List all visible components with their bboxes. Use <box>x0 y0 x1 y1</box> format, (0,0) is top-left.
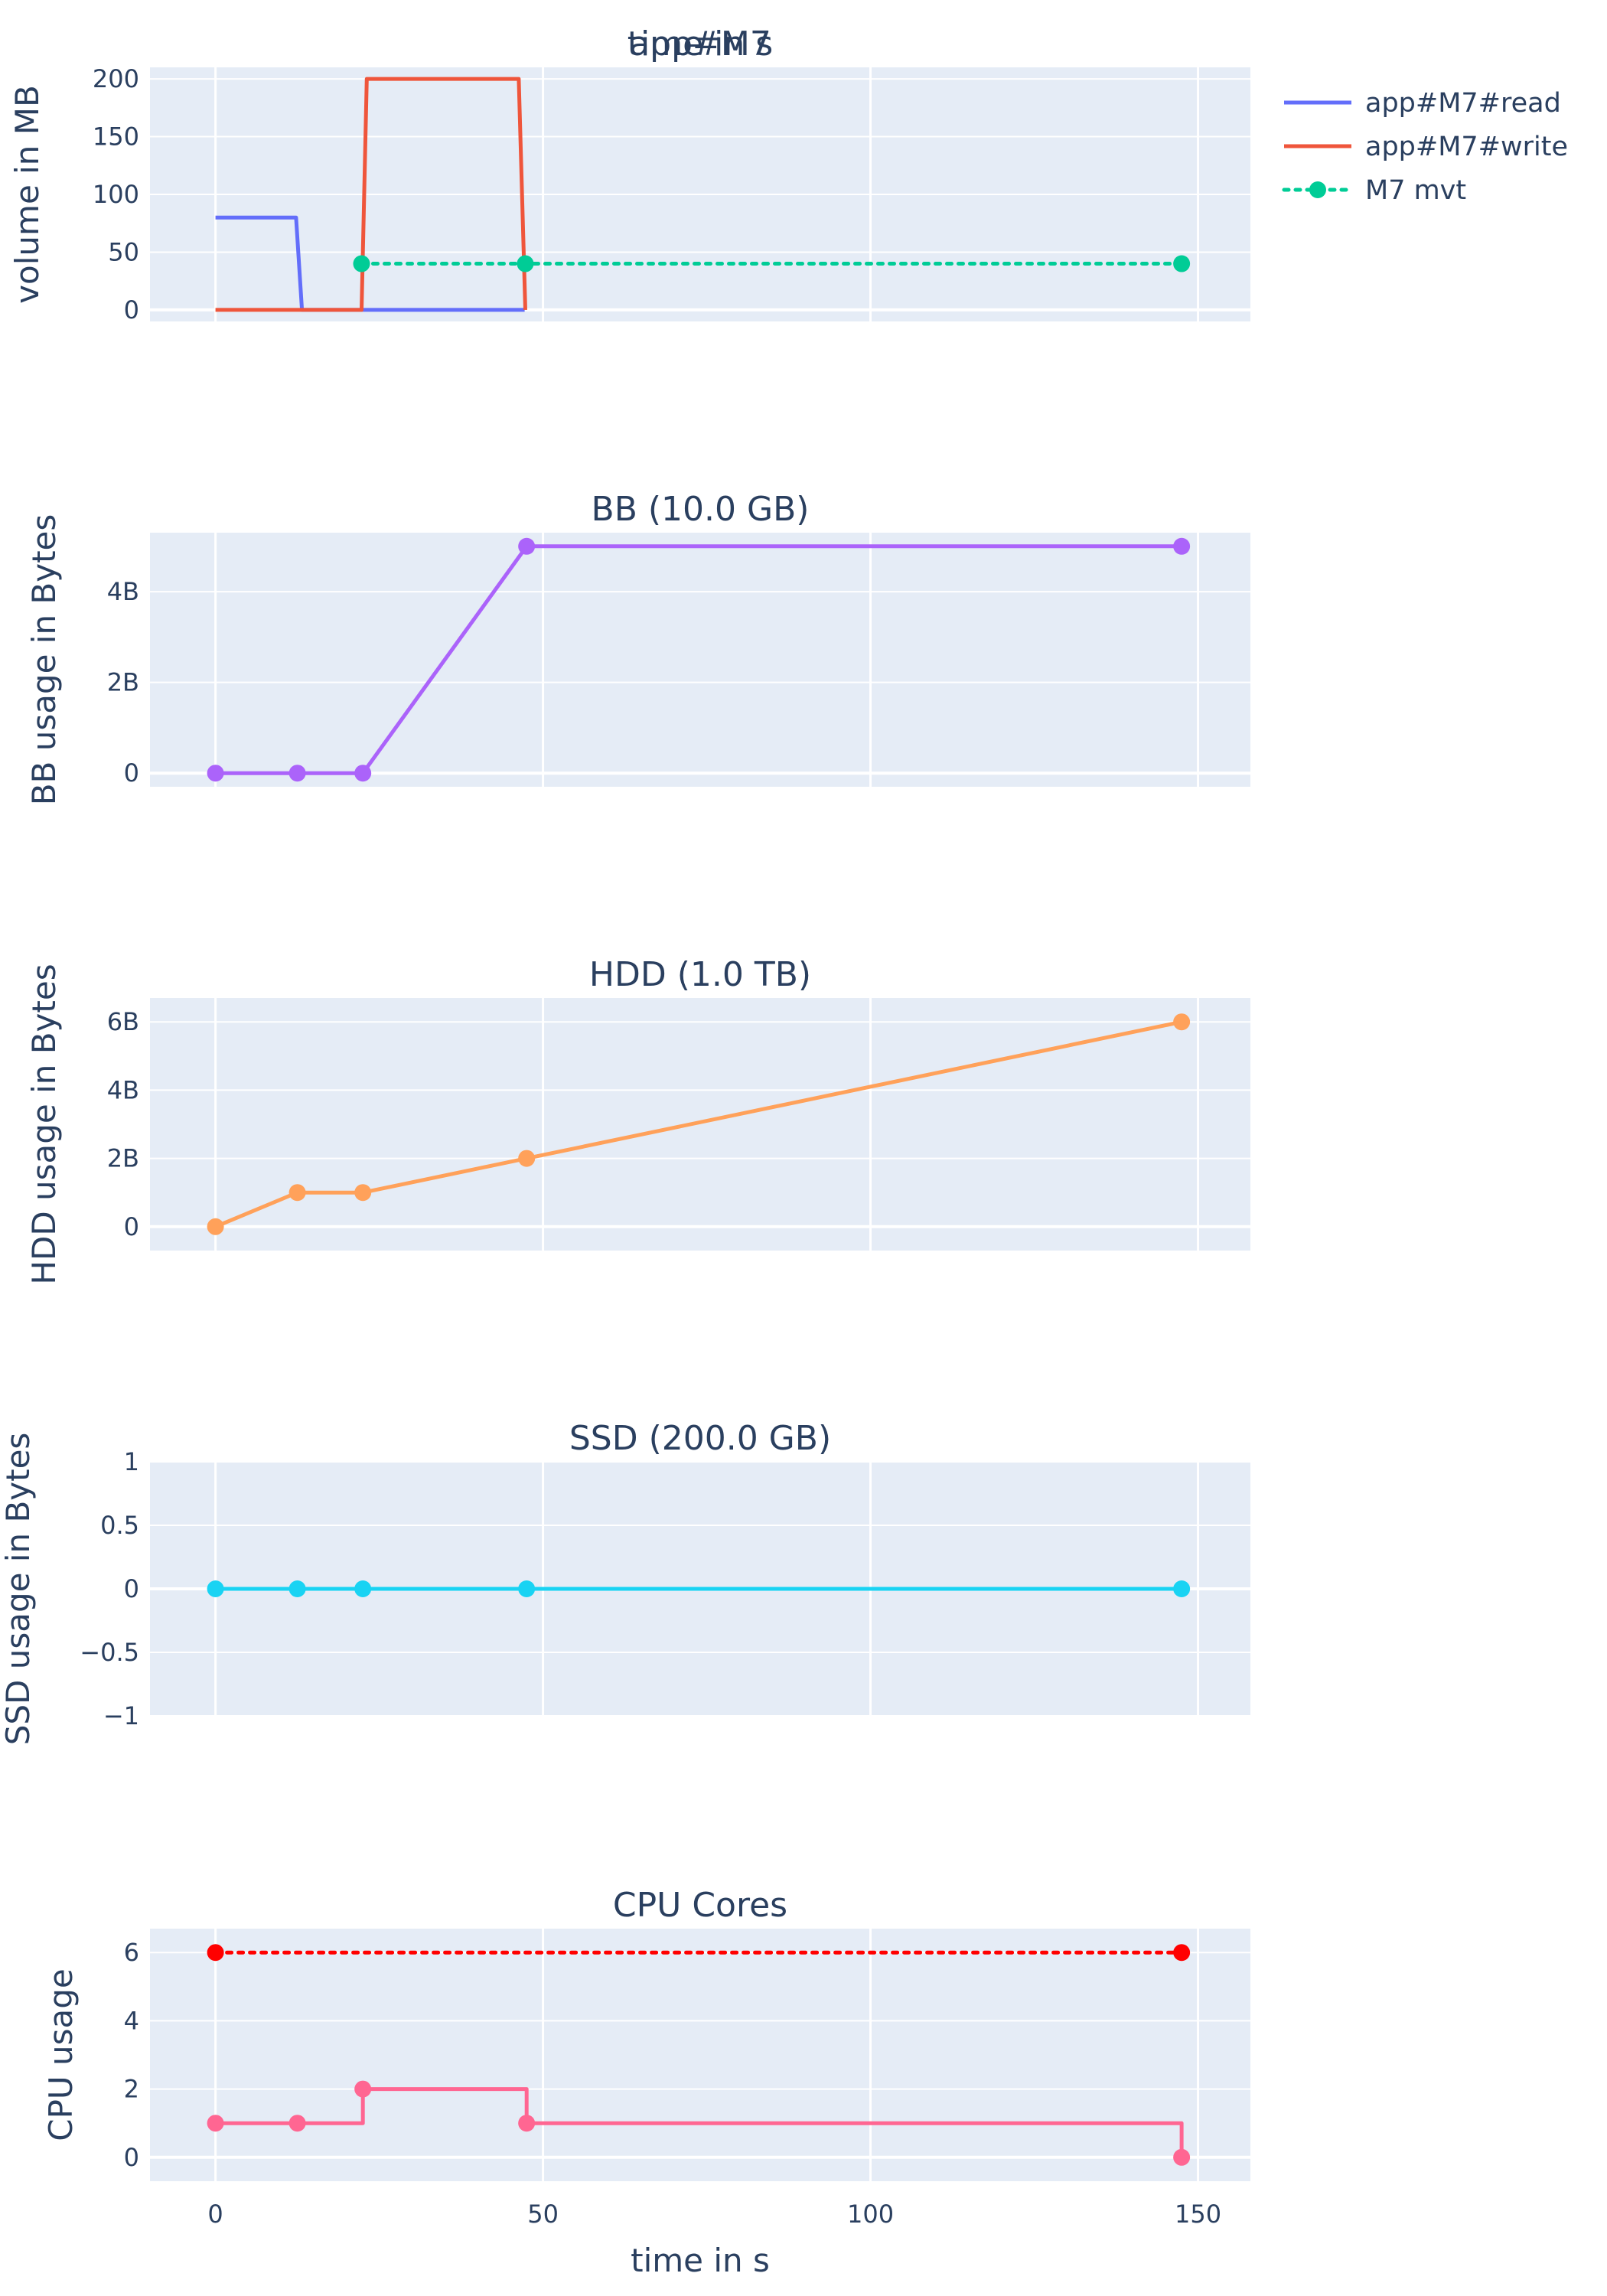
data-point <box>518 1150 536 1167</box>
y-tick-label: 150 <box>93 122 139 152</box>
subplot-title-overlay: time in s <box>627 24 773 64</box>
legend-entry: app#M7#read <box>1365 88 1561 119</box>
y-tick-label: 100 <box>93 180 139 209</box>
y-tick-label: 2B <box>107 668 139 697</box>
y-axis-label: CPU usage <box>42 1968 80 2141</box>
legend-marker <box>1309 181 1326 198</box>
subplot-2: 0 2B 4B BB (10.0 GB) BB usage in Bytes <box>25 490 1250 805</box>
data-point <box>1173 537 1191 555</box>
x-tick-label: 150 <box>1175 2200 1221 2229</box>
subplot-title: CPU Cores <box>613 1886 787 1925</box>
x-axis-label: time in s <box>631 2242 770 2279</box>
data-point <box>1173 2148 1191 2166</box>
y-tick-label: 4B <box>107 1075 139 1104</box>
data-point <box>518 2115 536 2132</box>
y-tick-label: 0 <box>124 295 139 325</box>
data-point <box>517 255 534 272</box>
data-point <box>354 1580 372 1597</box>
y-axis-label: HDD usage in Bytes <box>25 964 63 1284</box>
data-point <box>1173 255 1191 272</box>
y-tick-label: 6B <box>107 1007 139 1036</box>
data-point <box>207 1580 224 1597</box>
data-point <box>353 255 370 272</box>
data-point <box>1173 1944 1191 1962</box>
data-point <box>207 1218 224 1235</box>
data-point <box>354 765 372 782</box>
data-point <box>518 537 536 555</box>
legend: app#M7#read app#M7#write M7 mvt <box>1282 88 1568 206</box>
subplot-title: SSD (200.0 GB) <box>569 1419 831 1458</box>
data-point <box>518 1580 536 1597</box>
data-point <box>207 2115 224 2132</box>
y-axis-label: volume in MB <box>8 85 46 304</box>
y-tick-label: −1 <box>103 1701 139 1730</box>
subplot-3: 0 2B 4B 6B HDD (1.0 TB) HDD usage in Bytes <box>25 955 1250 1285</box>
y-tick-label: 6 <box>124 1938 139 1967</box>
y-tick-label: −0.5 <box>80 1638 139 1667</box>
y-tick-label: 2B <box>107 1144 139 1173</box>
data-point <box>207 765 224 782</box>
plot-area <box>150 533 1250 787</box>
legend-entry: M7 mvt <box>1365 175 1466 206</box>
data-point <box>288 1184 306 1202</box>
x-tick-label: 50 <box>527 2200 559 2229</box>
subplot-4: −1 −0.5 0 0.5 1 SSD (200.0 GB) SSD usage in By… <box>0 1419 1250 1745</box>
y-tick-label: 0 <box>124 1574 139 1603</box>
y-tick-label: 4 <box>124 2006 139 2035</box>
y-tick-label: 50 <box>108 237 139 266</box>
data-point <box>1173 1580 1191 1597</box>
y-tick-label: 200 <box>93 64 139 93</box>
legend-entry: app#M7#write <box>1365 132 1568 162</box>
data-point <box>288 2115 306 2132</box>
plot-area <box>150 1929 1250 2181</box>
y-tick-label: 0.5 <box>100 1511 139 1540</box>
y-tick-label: 0 <box>124 2143 139 2172</box>
series-line <box>215 77 527 312</box>
y-tick-label: 2 <box>124 2075 139 2104</box>
data-point <box>354 1184 372 1202</box>
data-point <box>288 765 306 782</box>
y-tick-label: 1 <box>124 1447 139 1476</box>
y-tick-label: 0 <box>124 1212 139 1241</box>
subplot-title: BB (10.0 GB) <box>592 490 810 529</box>
y-tick-label: 0 <box>124 758 139 788</box>
x-tick-label: 100 <box>847 2200 894 2229</box>
data-point <box>288 1580 306 1597</box>
plot-area <box>150 998 1250 1251</box>
subplot-title: app#M7 <box>629 24 771 64</box>
data-point <box>1173 1013 1191 1031</box>
data-point <box>354 2080 372 2098</box>
series-line <box>215 2087 1184 2157</box>
data-point <box>207 1944 224 1962</box>
x-tick-label: 0 <box>207 2200 223 2229</box>
y-axis-label: SSD usage in Bytes <box>0 1433 37 1746</box>
subplot-title: HDD (1.0 TB) <box>589 955 811 994</box>
subplot-5: 0 2 4 6 CPU Cores CPU usage 0 50 100 150 <box>42 1886 1250 2229</box>
y-axis-label: BB usage in Bytes <box>25 514 63 806</box>
y-tick-label: 4B <box>107 577 139 606</box>
